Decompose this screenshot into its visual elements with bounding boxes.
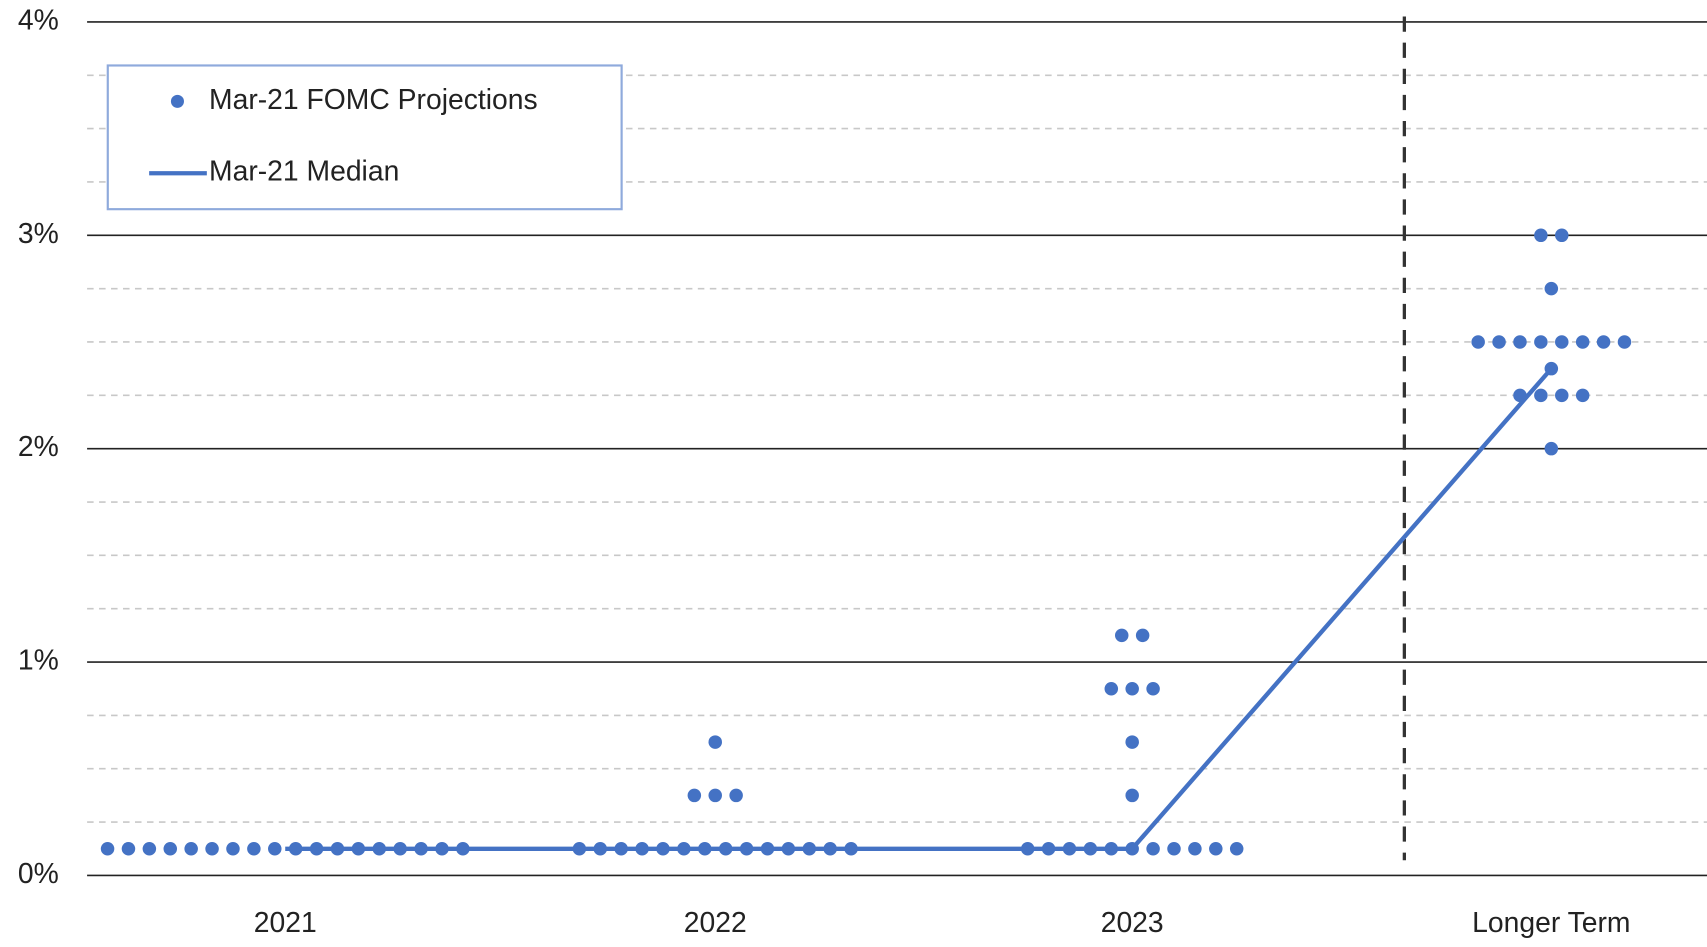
projection-dot: [1104, 681, 1119, 696]
projection-dot: [1062, 842, 1077, 856]
projection-dot: [184, 842, 198, 856]
projection-dot: [1596, 335, 1611, 349]
projection-dot: [729, 788, 743, 803]
projection-dot: [1513, 335, 1527, 349]
projection-dot: [309, 842, 324, 856]
projection-dot: [351, 842, 366, 856]
projection-dot: [288, 842, 303, 856]
y-tick-label: 1%: [18, 644, 59, 676]
projection-dot: [393, 842, 407, 856]
projection-dot: [1146, 842, 1160, 856]
projection-dot: [1544, 361, 1559, 376]
projection-dot: [414, 842, 428, 856]
projection-dot: [708, 735, 722, 749]
projection-dot: [760, 842, 775, 856]
x-tick-label: 2021: [254, 906, 317, 938]
projection-dot: [1188, 842, 1202, 856]
projection-dot: [1534, 228, 1548, 243]
projection-dot: [1555, 228, 1569, 243]
projection-dot: [163, 842, 178, 856]
projection-dot: [718, 842, 733, 856]
projection-dot: [1041, 842, 1056, 856]
projection-dot: [372, 842, 387, 856]
projection-dot: [456, 842, 470, 856]
projection-dot: [1544, 281, 1559, 296]
projection-dot: [1125, 735, 1139, 749]
projection-dot: [1020, 842, 1035, 856]
projection-dot: [739, 842, 754, 856]
projection-dot: [635, 842, 649, 856]
projection-dot: [593, 842, 608, 856]
projection-dot: [1125, 681, 1139, 696]
projection-dot: [1471, 335, 1485, 349]
y-tick-label: 4%: [18, 3, 59, 35]
legend-box: [106, 64, 623, 211]
projection-dot: [1534, 388, 1548, 403]
projection-dot: [677, 842, 691, 856]
projection-dot: [1513, 388, 1527, 403]
projection-dot: [1167, 842, 1181, 856]
projection-dot: [1104, 842, 1119, 856]
projection-dot: [1083, 842, 1098, 856]
projection-dot: [1534, 335, 1548, 349]
projection-dot: [205, 842, 219, 856]
median-line: [285, 367, 1553, 851]
projection-dot: [1555, 335, 1569, 349]
x-tick-label: Longer Term: [1472, 906, 1630, 938]
projection-dot: [1575, 388, 1590, 403]
projection-dot: [1209, 842, 1223, 856]
projection-dot: [142, 842, 157, 856]
marks: [100, 228, 1632, 856]
projection-dot: [781, 842, 796, 856]
projection-dot: [435, 842, 449, 856]
projection-dot: [572, 842, 587, 856]
projection-dot: [1555, 388, 1569, 403]
projection-dot: [1492, 335, 1506, 349]
projection-dot: [708, 788, 722, 803]
projection-dot: [268, 842, 282, 856]
projection-dot: [1146, 681, 1160, 696]
projection-dot: [656, 842, 670, 856]
projection-dot: [1125, 842, 1139, 856]
projection-dot: [698, 842, 712, 856]
projection-dot: [1135, 628, 1150, 643]
projection-dot: [802, 842, 817, 856]
y-tick-label: 3%: [18, 217, 59, 249]
legend-label: Mar-21 Median: [209, 155, 399, 187]
projection-dot: [1544, 441, 1559, 456]
x-tick-label: 2023: [1101, 906, 1164, 938]
projection-dot: [330, 842, 345, 856]
projection-dot: [1617, 335, 1632, 349]
legend-dot: [170, 94, 184, 108]
x-tick-label: 2022: [684, 906, 747, 938]
projection-dot: [1125, 788, 1139, 803]
projection-dot: [823, 842, 837, 856]
projection-dot: [1114, 628, 1129, 643]
legend-label: Mar-21 FOMC Projections: [209, 83, 538, 115]
projection-dot: [1575, 335, 1590, 349]
projection-dot: [226, 842, 240, 856]
projection-dot: [1229, 842, 1244, 856]
projection-dot: [121, 842, 136, 856]
projection-dot: [247, 842, 261, 856]
y-tick-label: 2%: [18, 430, 59, 462]
projection-dot: [614, 842, 628, 856]
projection-dot: [687, 788, 702, 803]
y-tick-label: 0%: [18, 857, 59, 889]
projection-dot: [100, 842, 115, 856]
projection-dot: [844, 842, 858, 856]
